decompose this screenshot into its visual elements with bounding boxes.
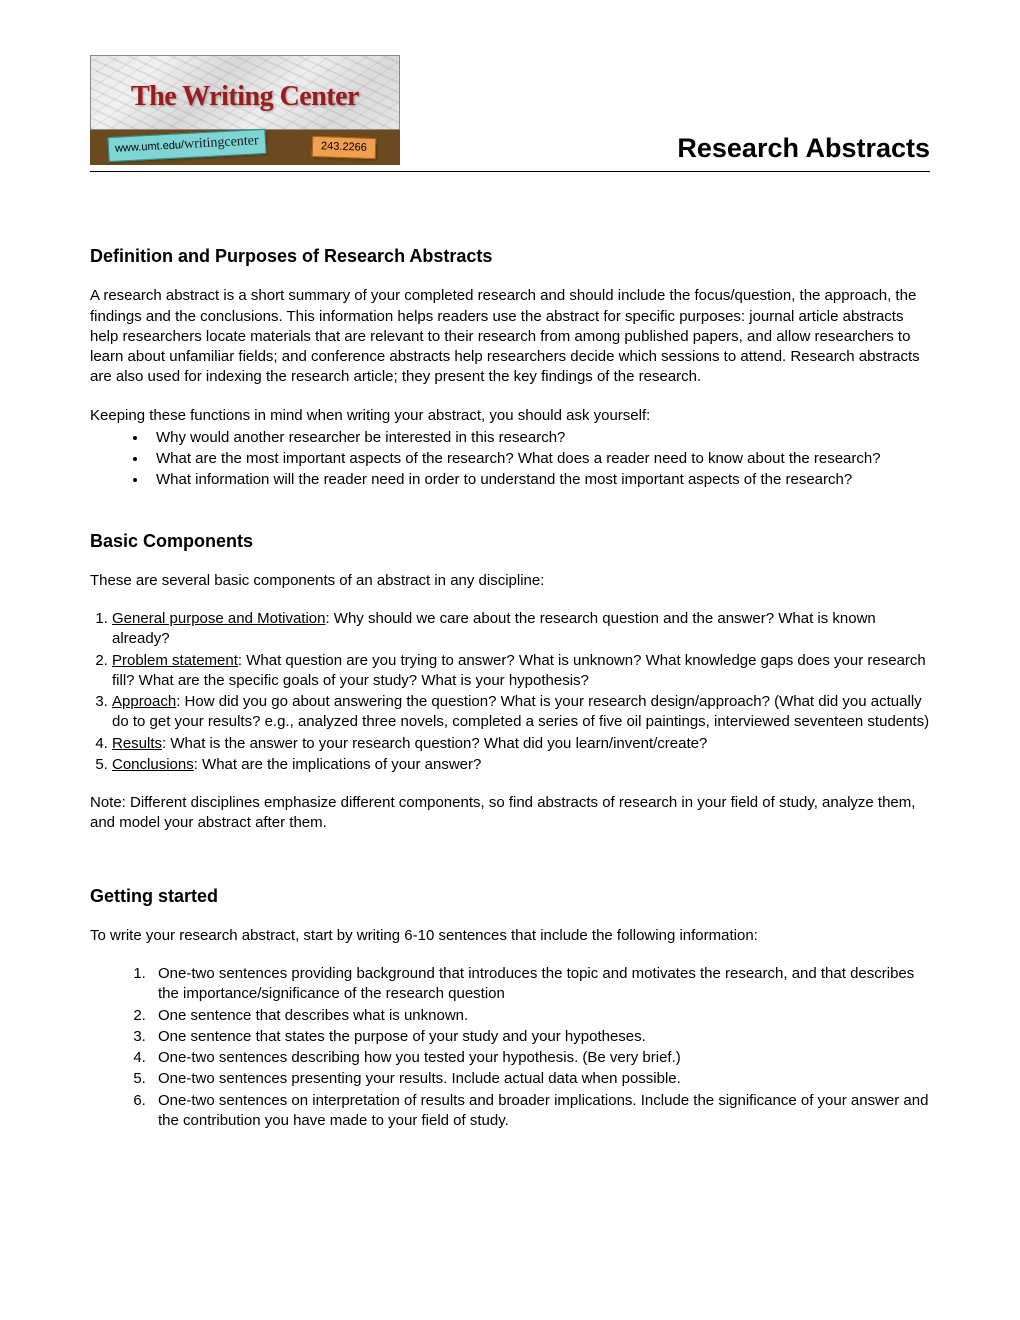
list-item: Results: What is the answer to your rese… xyxy=(112,734,930,754)
header-rule xyxy=(90,171,930,172)
list-item: Approach: How did you go about answering… xyxy=(112,692,930,733)
logo-background: The Writing Center xyxy=(90,55,400,130)
section1-bullets: Why would another researcher be interest… xyxy=(90,428,930,491)
section2-heading: Basic Components xyxy=(90,529,930,553)
page-title: Research Abstracts xyxy=(677,130,930,166)
list-item: One sentence that describes what is unkn… xyxy=(150,1006,930,1026)
component-label: General purpose and Motivation xyxy=(112,610,325,627)
component-text: : What is the answer to your research qu… xyxy=(162,735,707,752)
list-item: One-two sentences on interpretation of r… xyxy=(150,1091,930,1132)
list-item: One-two sentences providing background t… xyxy=(150,964,930,1005)
list-item: What information will the reader need in… xyxy=(148,470,930,490)
url-prefix: www.umt.edu/ xyxy=(115,139,185,155)
logo-title: The Writing Center xyxy=(91,78,399,116)
logo-phone: 243.2266 xyxy=(312,136,377,159)
section2-intro: These are several basic components of an… xyxy=(90,571,930,591)
section1-para2: Keeping these functions in mind when wri… xyxy=(90,406,930,426)
section3-list: One-two sentences providing background t… xyxy=(90,964,930,1131)
section3-intro: To write your research abstract, start b… xyxy=(90,926,930,946)
component-label: Conclusions xyxy=(112,756,194,773)
list-item: One-two sentences describing how you tes… xyxy=(150,1048,930,1068)
list-item: One-two sentences presenting your result… xyxy=(150,1069,930,1089)
component-label: Approach xyxy=(112,693,176,710)
document-content: Definition and Purposes of Research Abst… xyxy=(90,244,930,1131)
component-text: : How did you go about answering the que… xyxy=(112,693,929,730)
list-item: Why would another researcher be interest… xyxy=(148,428,930,448)
section2-note: Note: Different disciplines emphasize di… xyxy=(90,793,930,834)
section1-heading: Definition and Purposes of Research Abst… xyxy=(90,244,930,268)
url-suffix: writingcenter xyxy=(184,133,259,152)
page-header: The Writing Center www.umt.edu/writingce… xyxy=(90,55,930,165)
list-item: General purpose and Motivation: Why shou… xyxy=(112,609,930,650)
component-label: Problem statement xyxy=(112,652,238,669)
list-item: One sentence that states the purpose of … xyxy=(150,1027,930,1047)
component-text: : What are the implications of your answ… xyxy=(194,756,482,773)
list-item: Conclusions: What are the implications o… xyxy=(112,755,930,775)
section1-para1: A research abstract is a short summary o… xyxy=(90,286,930,387)
section3-heading: Getting started xyxy=(90,884,930,908)
logo: The Writing Center www.umt.edu/writingce… xyxy=(90,55,400,165)
list-item: What are the most important aspects of t… xyxy=(148,449,930,469)
list-item: Problem statement: What question are you… xyxy=(112,651,930,692)
section2-list: General purpose and Motivation: Why shou… xyxy=(90,609,930,775)
component-label: Results xyxy=(112,735,162,752)
